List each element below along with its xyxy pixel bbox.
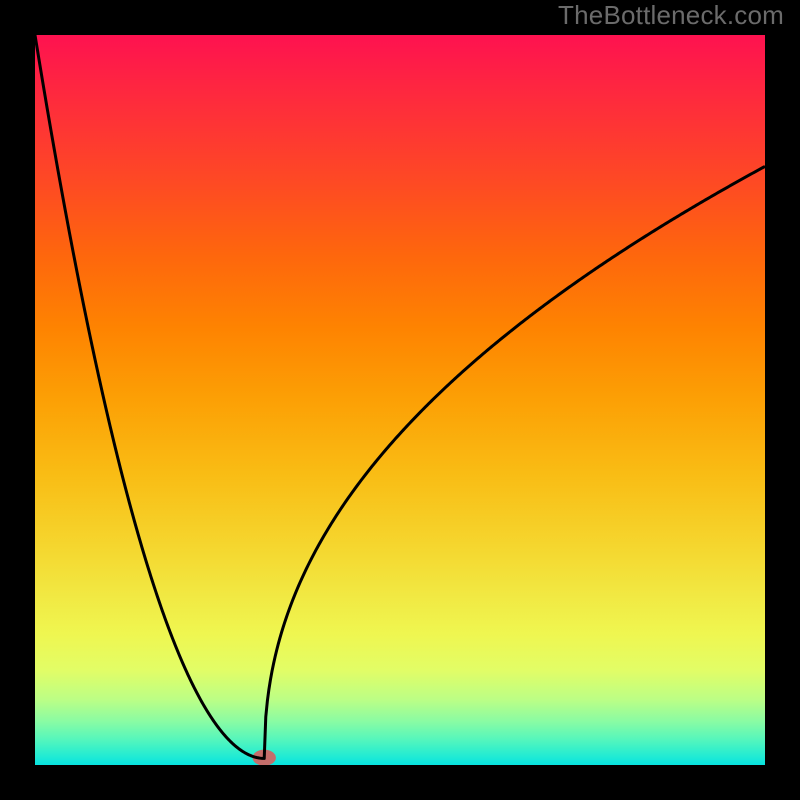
chart-gradient-background [35, 35, 765, 765]
chart-container: { "watermark": { "text": "TheBottleneck.… [0, 0, 800, 800]
bottleneck-chart [0, 0, 800, 800]
